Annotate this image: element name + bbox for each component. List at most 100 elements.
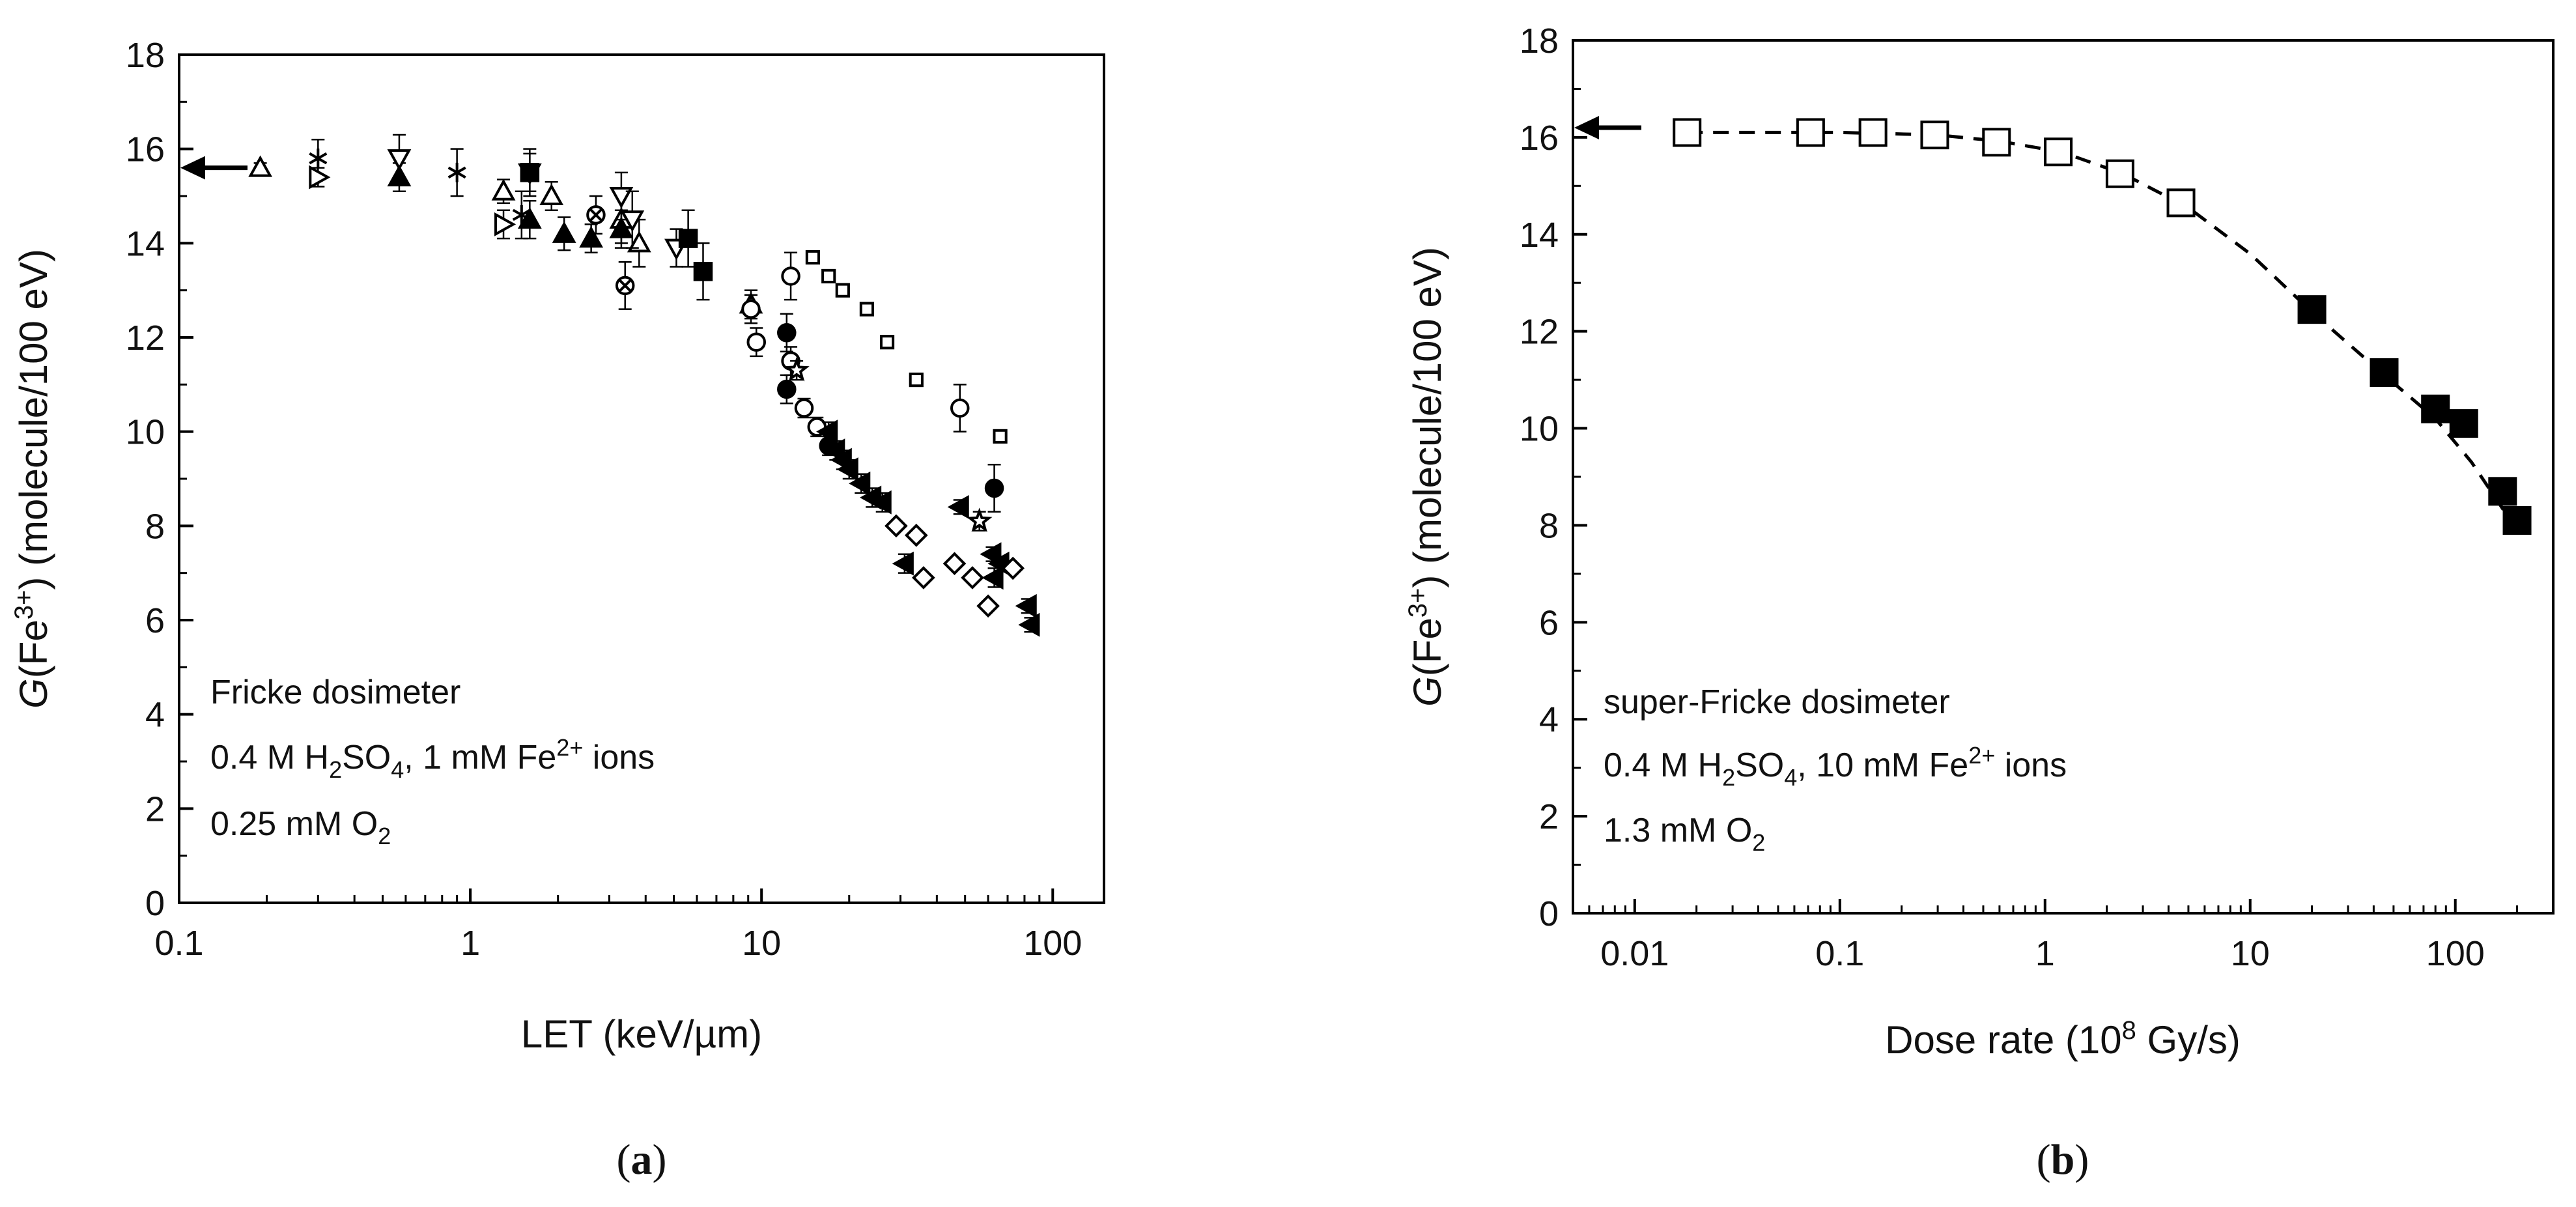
data-point-left-triangle-filled [1015, 593, 1037, 618]
chart-b-annotation: super-Fricke dosimeter 0.4 M H2SO4, 10 m… [1604, 683, 2067, 856]
data-point-open-down-triangle [609, 187, 634, 209]
data-point-open-diamond [976, 594, 1000, 618]
data-point-left-triangle-filled [947, 495, 969, 519]
data-point-left-triangle-filled [892, 551, 914, 576]
chart-b-arrow [1574, 116, 1641, 139]
x-tick-label: 100 [2426, 934, 2485, 973]
y-tick-label: 18 [126, 36, 165, 75]
chart-a-note-line3: 0.25 mM O2 [210, 805, 391, 849]
data-point-open-squares [1796, 118, 1825, 147]
data-point-left-triangle-filled [816, 419, 838, 444]
data-point-left-triangle-filled [836, 457, 858, 481]
chart-a-note-line1: Fricke dosimeter [210, 674, 460, 711]
chart-b-note-line1: super-Fricke dosimeter [1604, 683, 1950, 721]
data-point-small-open-square [859, 302, 875, 317]
data-point-filled-squares [2502, 506, 2532, 535]
data-point-crossed-circle [586, 205, 606, 225]
chart-a-arrow [180, 156, 248, 180]
y-tick-label: 10 [126, 413, 165, 452]
y-tick-label: 10 [1520, 410, 1559, 449]
data-point-star-asterisk [512, 205, 531, 225]
data-point-open-squares [1920, 121, 1949, 150]
data-point-filled-square-low [520, 163, 540, 182]
data-point-open-squares [2044, 137, 2073, 167]
data-point-filled-triangle [609, 216, 634, 238]
chart-b: 0 2 4 6 8 10 12 14 16 18 0.01 0.1 1 10 100 Dose rate (… [1404, 21, 2555, 1184]
data-point-filled-square-low [678, 229, 698, 248]
chart-a: 0 2 4 6 8 10 12 14 16 18 0.1 1 10 100 LET (keV/µm) G(… [10, 36, 1105, 1184]
y-tick-label: 14 [126, 224, 165, 263]
y-tick-label: 0 [145, 884, 165, 923]
data-point-open-diamond [912, 566, 935, 589]
chart-a-ticks: 0 2 4 6 8 10 12 14 16 18 0.1 1 10 100 [126, 36, 1082, 963]
data-point-filled-circle [984, 478, 1004, 498]
x-tick-label: 10 [742, 924, 781, 963]
data-point-star-asterisk [447, 162, 466, 182]
y-tick-label: 16 [126, 130, 165, 169]
y-tick-label: 4 [1539, 700, 1559, 739]
data-point-small-open-square [821, 268, 836, 284]
data-point-filled-triangle [579, 225, 604, 248]
data-point-open-squares [1858, 118, 1888, 147]
data-point-filled-square-low [693, 261, 713, 281]
chart-b-ticks: 0 2 4 6 8 10 12 14 16 18 0.01 0.1 1 10 100 [1520, 21, 2519, 973]
y-tick-label: 2 [145, 789, 165, 829]
y-tick-label: 6 [1539, 603, 1559, 642]
data-point-open-squares [1673, 118, 1702, 147]
data-point-open-star [784, 356, 810, 382]
data-point-open-diamond [942, 552, 967, 576]
data-point-crossed-circle [615, 276, 635, 296]
chart-a-annotation: Fricke dosimeter 0.4 M H2SO4, 1 mM Fe2+ … [210, 674, 655, 849]
chart-b-note-line2: 0.4 M H2SO4, 10 mM Fe2+ ions [1604, 742, 2067, 791]
chart-a-frame [178, 53, 1105, 904]
chart-a-ylabel: G(Fe3+) (molecule/100 eV) [10, 249, 55, 709]
chart-b-ylabel: G(Fe3+) (molecule/100 eV) [1404, 247, 1449, 707]
x-tick-label: 100 [1023, 924, 1082, 963]
x-tick-label: 1 [460, 924, 480, 963]
data-point-open-diamond [885, 514, 908, 538]
data-point-open-star [966, 507, 993, 532]
data-point-open-squares [1982, 128, 2011, 157]
data-point-small-open-square [909, 373, 924, 388]
chart-b-frame [1572, 39, 2555, 915]
y-tick-label: 4 [145, 696, 165, 735]
chart-b-marks [1673, 118, 2532, 535]
x-tick-label: 0.1 [154, 924, 203, 963]
data-point-small-open-square [879, 335, 895, 350]
y-tick-label: 2 [1539, 797, 1559, 836]
data-point-filled-squares [2370, 358, 2399, 387]
arrow-head [180, 156, 205, 180]
y-tick-label: 12 [1520, 313, 1559, 352]
data-point-open-diamond [904, 523, 928, 547]
data-point-open-right-triangle [309, 165, 331, 190]
chart-a-xlabel: LET (keV/µm) [521, 1012, 762, 1056]
y-tick-label: 8 [145, 507, 165, 546]
data-point-open-down-triangle [620, 210, 645, 233]
chart-a-marks [248, 134, 1040, 637]
data-point-left-triangle-filled [982, 565, 1004, 590]
data-point-filled-squares [2449, 409, 2478, 438]
data-point-open-diamond [1001, 556, 1025, 580]
fit-line [1687, 130, 2519, 532]
x-tick-label: 1 [2035, 934, 2055, 973]
data-point-open-circle [781, 266, 800, 286]
data-point-left-triangle-filled [1018, 612, 1040, 637]
chart-b-note-line3: 1.3 mM O2 [1604, 812, 1765, 856]
y-tick-label: 12 [126, 319, 165, 358]
data-point-open-circle [794, 398, 814, 418]
data-point-open-right-triangle [494, 212, 517, 236]
x-tick-label: 10 [2231, 934, 2270, 973]
data-point-small-open-square [805, 249, 821, 265]
y-tick-label: 0 [1539, 894, 1559, 933]
data-point-small-open-square [835, 283, 850, 298]
data-point-filled-circle [777, 323, 797, 343]
data-point-filled-squares [2297, 295, 2327, 324]
data-point-left-triangle-filled [870, 490, 892, 515]
chart-b-panel-label: (b) [2037, 1136, 2089, 1184]
data-point-filled-squares [2421, 394, 2450, 423]
data-point-filled-circle [777, 379, 797, 399]
y-tick-label: 16 [1520, 119, 1559, 158]
data-point-open-squares [2105, 159, 2134, 188]
data-point-open-triangle [491, 178, 516, 201]
